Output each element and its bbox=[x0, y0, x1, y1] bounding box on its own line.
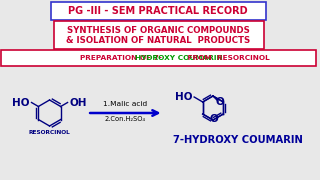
Text: 7-HYDROXY COUMARIN: 7-HYDROXY COUMARIN bbox=[173, 135, 303, 145]
FancyBboxPatch shape bbox=[1, 50, 316, 66]
Text: OH: OH bbox=[69, 98, 87, 107]
Text: & ISOLATION OF NATURAL  PRODUCTS: & ISOLATION OF NATURAL PRODUCTS bbox=[67, 35, 251, 44]
FancyBboxPatch shape bbox=[51, 2, 266, 20]
Text: RESORCINOL: RESORCINOL bbox=[29, 130, 70, 136]
Text: HYDROXY COUMARIN: HYDROXY COUMARIN bbox=[135, 55, 223, 61]
Text: 1.Malic acid: 1.Malic acid bbox=[103, 101, 148, 107]
Text: PG -III - SEM PRACTICAL RECORD: PG -III - SEM PRACTICAL RECORD bbox=[68, 6, 248, 16]
Text: O: O bbox=[216, 97, 224, 107]
Text: FROM  RESORCINOL: FROM RESORCINOL bbox=[185, 55, 269, 61]
Text: SYNTHESIS OF ORGANIC COMPOUNDS: SYNTHESIS OF ORGANIC COMPOUNDS bbox=[67, 26, 250, 35]
FancyBboxPatch shape bbox=[53, 21, 264, 49]
Text: O: O bbox=[210, 114, 218, 124]
Text: PREPARATION OF 7-: PREPARATION OF 7- bbox=[80, 55, 165, 61]
Text: HO: HO bbox=[175, 92, 192, 102]
Text: HO: HO bbox=[12, 98, 29, 107]
Text: 2.Con.H₂SO₄: 2.Con.H₂SO₄ bbox=[105, 116, 146, 122]
